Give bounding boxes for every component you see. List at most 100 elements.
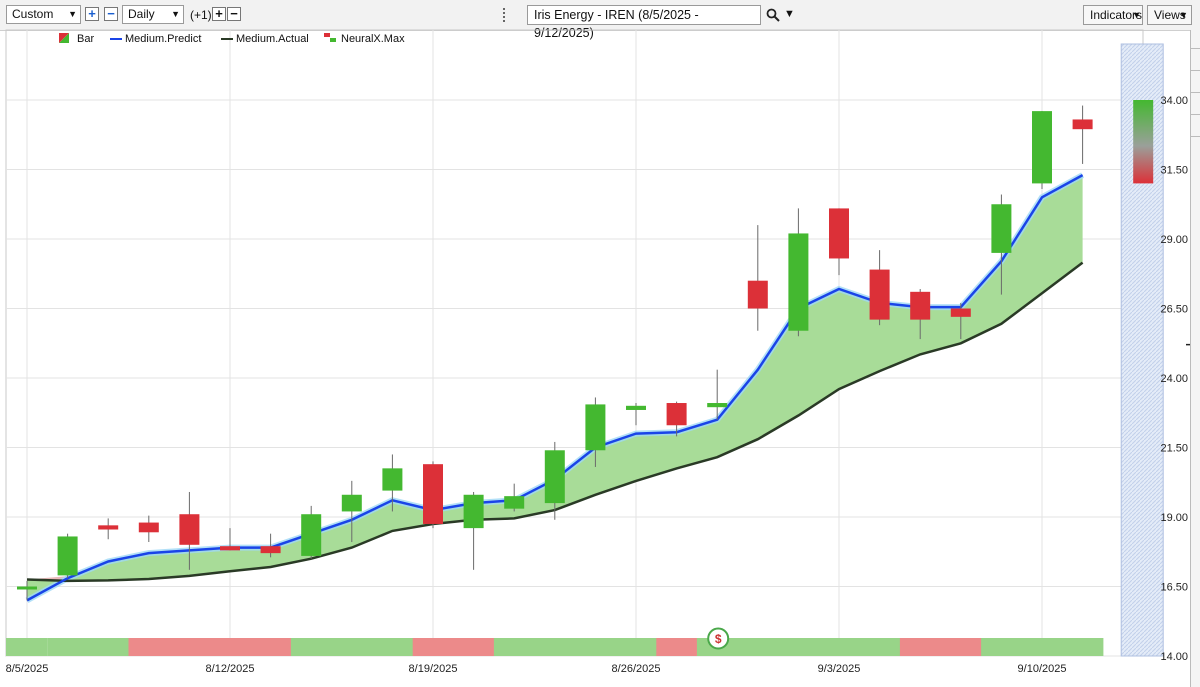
zoom-out-button[interactable]: − xyxy=(104,7,118,21)
y-tick-label: 34.00 xyxy=(1160,95,1188,107)
signal-cell xyxy=(656,638,698,656)
dollar-signal-icon[interactable] xyxy=(707,627,730,650)
candle xyxy=(991,194,1012,295)
bar-legend-icon xyxy=(59,33,69,43)
chevron-down-icon: ▼ xyxy=(171,9,180,19)
views-button[interactable]: Views ▼ xyxy=(1147,5,1192,25)
strip-button[interactable] xyxy=(1191,96,1200,115)
candle xyxy=(666,401,687,437)
candle xyxy=(260,533,281,558)
signal-cell xyxy=(372,638,414,656)
candle-body xyxy=(991,204,1012,253)
zoom-in-button[interactable]: + xyxy=(85,7,99,21)
candle-body xyxy=(504,496,525,509)
candle xyxy=(17,580,37,601)
candle xyxy=(98,518,119,540)
candle xyxy=(950,302,971,340)
candle-body xyxy=(544,450,565,504)
predict-legend-swatch xyxy=(110,38,122,40)
strip-button[interactable] xyxy=(1191,118,1200,137)
candle-body xyxy=(463,494,484,529)
x-tick-label: 8/12/2025 xyxy=(206,663,255,675)
offset-minus-button[interactable]: − xyxy=(227,7,241,21)
y-tick-label: 24.00 xyxy=(1160,373,1188,385)
strip-button[interactable] xyxy=(1191,52,1200,71)
candle-body xyxy=(179,514,200,545)
candle-body xyxy=(57,536,78,576)
candle-body xyxy=(829,208,849,259)
y-tick-label: 26.50 xyxy=(1160,304,1188,316)
candle-body xyxy=(1032,111,1052,184)
signal-cell xyxy=(128,638,170,656)
candle xyxy=(341,480,362,543)
legend-predict: Medium.Predict xyxy=(125,33,202,45)
candle xyxy=(382,454,403,512)
range-value: Custom xyxy=(12,7,54,21)
interval-select[interactable]: Daily ▼ xyxy=(122,5,184,24)
signal-cell xyxy=(575,638,617,656)
candle-body xyxy=(1072,119,1093,130)
dollar-signal-label: $ xyxy=(715,632,722,646)
candle-body xyxy=(138,522,159,533)
drag-handle[interactable] xyxy=(503,8,507,22)
candle-body xyxy=(301,514,322,556)
signal-cell xyxy=(493,638,535,656)
candle xyxy=(585,397,606,467)
actual-legend-swatch xyxy=(221,38,233,40)
strip-button[interactable] xyxy=(1191,74,1200,93)
range-select[interactable]: Custom ▼ xyxy=(6,5,81,24)
signal-cell xyxy=(209,638,251,656)
signal-cell xyxy=(940,638,982,656)
candle-body xyxy=(260,546,281,554)
candle xyxy=(869,250,890,326)
candle-body xyxy=(220,546,240,551)
offset-plus-button[interactable]: + xyxy=(212,7,226,21)
candle xyxy=(1072,105,1093,164)
candle-body xyxy=(17,586,37,590)
signal-cell xyxy=(1021,638,1063,656)
legend-actual: Medium.Actual xyxy=(236,33,309,45)
offset-label: (+1) xyxy=(190,8,212,22)
candle xyxy=(220,528,240,551)
right-scroll-strip[interactable] xyxy=(1190,30,1200,687)
candle xyxy=(747,225,768,331)
chevron-down-icon: ▼ xyxy=(68,9,77,19)
y-tick-label: 19.00 xyxy=(1160,512,1188,524)
candle xyxy=(829,208,849,276)
indicators-button[interactable]: Indicators ▼ xyxy=(1083,5,1143,25)
x-axis: 8/5/2025 8/12/2025 8/19/2025 8/26/2025 9/3/2… xyxy=(6,663,1067,675)
y-axis: 34.00 31.50 29.00 26.50 24.00 21.50 19.00 16.50… xyxy=(1160,95,1194,663)
signal-cell xyxy=(412,638,454,656)
y-tick-label: 21.50 xyxy=(1160,443,1188,455)
signal-cell xyxy=(6,638,48,656)
search-icon[interactable] xyxy=(766,8,780,22)
views-label: Views xyxy=(1154,8,1186,22)
candle xyxy=(707,369,728,420)
candle-body xyxy=(788,233,809,331)
signal-cell xyxy=(47,638,89,656)
chart-title-box[interactable]: Iris Energy - IREN (8/5/2025 - 9/12/2025… xyxy=(527,5,761,40)
candle xyxy=(788,208,809,337)
candle-body xyxy=(747,280,768,309)
signal-cell xyxy=(981,638,1023,656)
candle xyxy=(423,461,443,529)
chevron-down-icon[interactable]: ▼ xyxy=(784,8,795,20)
candle-body xyxy=(98,525,119,530)
legend-bar: Bar xyxy=(77,33,95,45)
signal-cell xyxy=(859,638,901,656)
candle xyxy=(138,515,159,543)
strip-button[interactable] xyxy=(1191,30,1200,49)
signal-cell xyxy=(87,638,129,656)
candle-body xyxy=(626,405,646,410)
signal-cell xyxy=(615,638,657,656)
signal-bar: $ xyxy=(6,627,1104,656)
neuralx-legend-icon xyxy=(324,33,336,42)
candle xyxy=(463,491,484,570)
candle xyxy=(179,491,200,570)
x-tick-label: 8/26/2025 xyxy=(612,663,661,675)
candle xyxy=(626,403,646,426)
candle xyxy=(544,441,565,520)
candle-body xyxy=(341,494,362,512)
candle-body xyxy=(666,403,687,426)
